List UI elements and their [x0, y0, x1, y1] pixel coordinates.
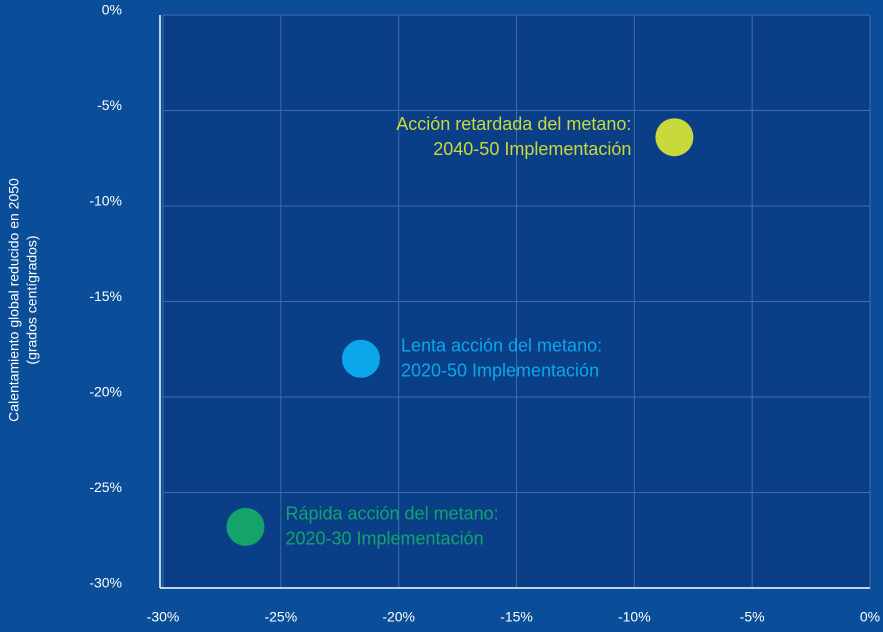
y-tick-label: 0% [102, 2, 122, 18]
y-tick-label: -5% [97, 97, 122, 113]
x-tick-label: -30% [147, 609, 180, 625]
y-axis-label: Calentamiento global reducido en 2050 (g… [6, 178, 40, 422]
x-tick-label: -15% [500, 609, 533, 625]
y-axis-label-line: (grados centígrados) [24, 235, 40, 364]
x-tick-label: -10% [618, 609, 651, 625]
annotation: Lenta acción del metano: [401, 336, 602, 356]
annotation: 2020-30 Implementación [285, 529, 483, 549]
x-tick-label: -20% [382, 609, 415, 625]
y-tick-label: -10% [89, 193, 122, 209]
y-tick-label: -20% [89, 384, 122, 400]
annotation: 2020-50 Implementación [401, 361, 599, 381]
point [341, 339, 380, 378]
point [226, 507, 265, 546]
x-tick-label: -25% [264, 609, 297, 625]
x-tick-label: -5% [740, 609, 765, 625]
y-tick-label: -30% [89, 575, 122, 591]
y-tick-label: -15% [89, 288, 122, 304]
annotation: Acción retardada del metano: [396, 114, 631, 134]
y-axis-label-line: Calentamiento global reducido en 2050 [6, 178, 22, 422]
annotation: Rápida acción del metano: [285, 504, 498, 524]
x-tick-label: 0% [860, 609, 880, 625]
annotation: 2040-50 Implementación [433, 139, 631, 159]
point [655, 118, 694, 157]
y-tick-label: -25% [89, 479, 122, 495]
